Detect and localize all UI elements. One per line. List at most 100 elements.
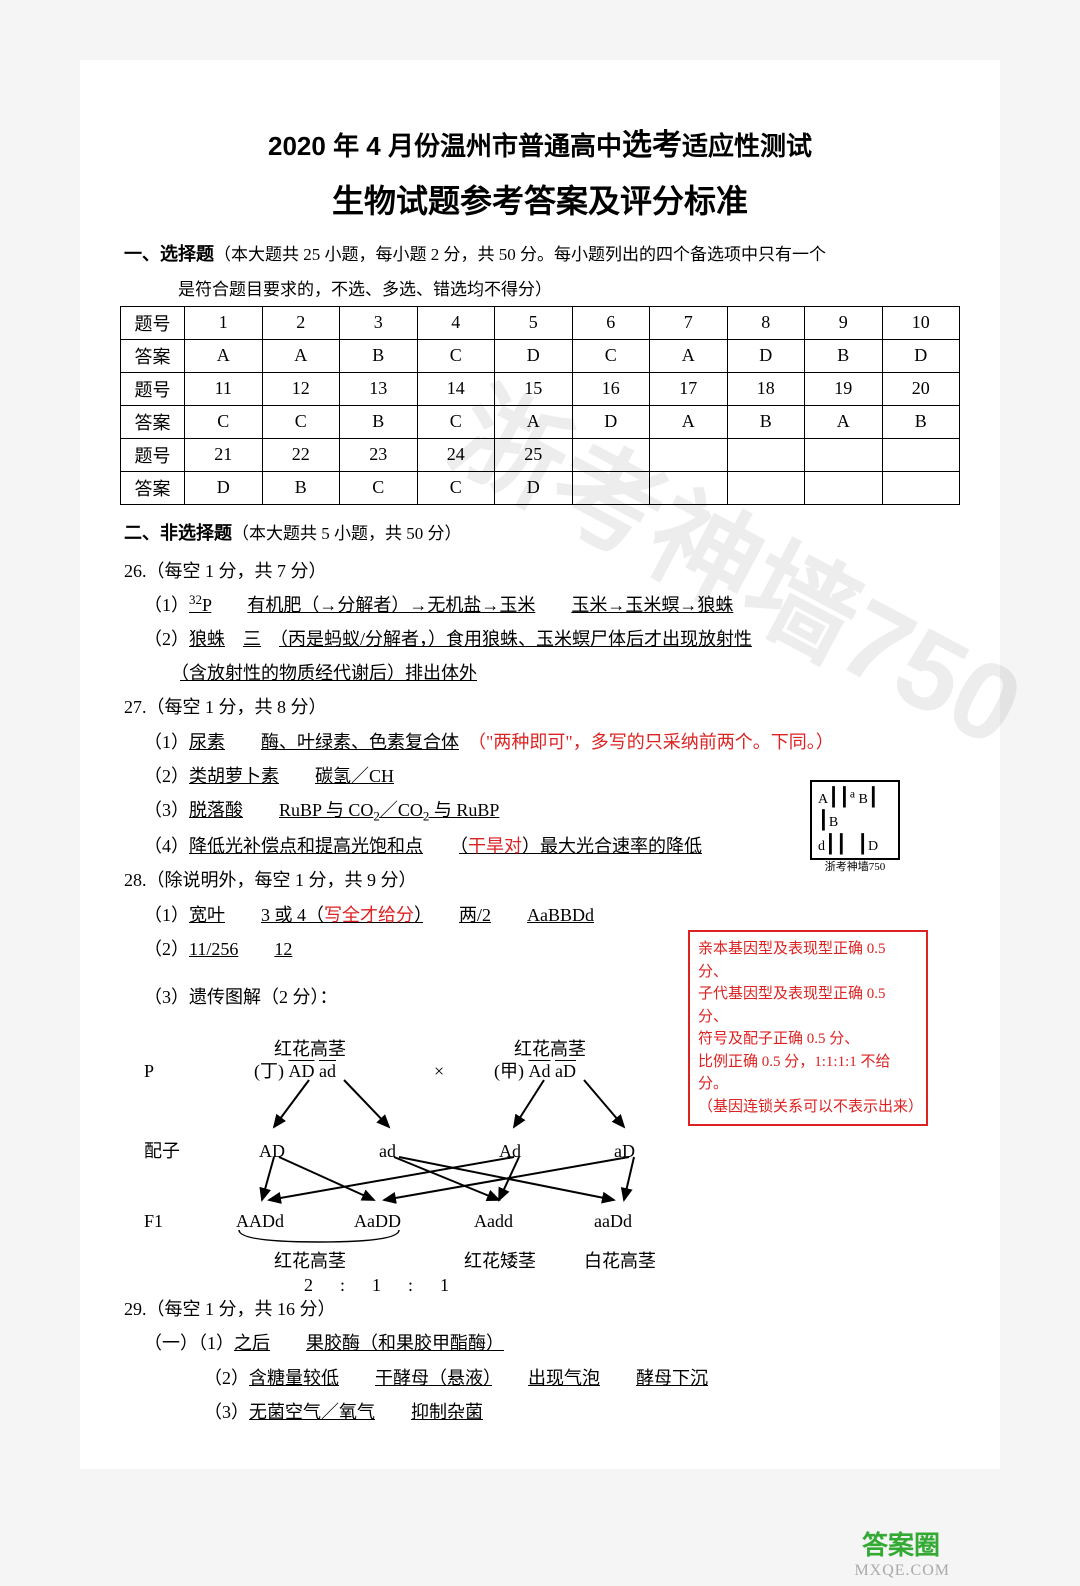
q26-2-a: 狼蛛 bbox=[189, 629, 225, 649]
answer-cell: B bbox=[262, 471, 340, 504]
row-label: 答案 bbox=[121, 405, 185, 438]
answer-cell bbox=[882, 438, 960, 471]
answer-cell: D bbox=[882, 339, 960, 372]
section2-bold: 二、非选择题 bbox=[124, 523, 232, 543]
f1-2: AaDD bbox=[354, 1204, 401, 1238]
q26-1-c: 玉米→玉米螟→狼蛛 bbox=[571, 595, 733, 615]
q26-1-a: 32P bbox=[189, 595, 211, 615]
answer-cell: C bbox=[417, 471, 495, 504]
answer-cell: 5 bbox=[495, 306, 573, 339]
answer-cell bbox=[650, 471, 728, 504]
title-line-1: 2020 年 4 月份温州市普通高中选考适应性测试 bbox=[120, 120, 960, 164]
q27-2-b: 碳氢／CH bbox=[315, 766, 394, 786]
q28-1-b: 3 或 4（写全才给分） bbox=[261, 905, 423, 925]
g1: AD bbox=[259, 1134, 285, 1168]
answer-cell: 4 bbox=[417, 306, 495, 339]
rb-l1: 亲本基因型及表现型正确 0.5 分、 bbox=[698, 938, 918, 983]
q29-head: 29.（每空 1 分，共 16 分） bbox=[124, 1292, 960, 1326]
answer-cell: 8 bbox=[727, 306, 805, 339]
answer-cell: A bbox=[650, 405, 728, 438]
q27-4-a: 降低光补偿点和提高光饱和点 bbox=[189, 836, 423, 856]
answer-cell: 19 bbox=[805, 372, 883, 405]
answer-cell: 12 bbox=[262, 372, 340, 405]
q26-2-cont: （含放射性的物质经代谢后）排出体外 bbox=[144, 656, 960, 690]
title1-post: 适应性测试 bbox=[682, 131, 812, 161]
section1-rest: （本大题共 25 小题，每小题 2 分，共 50 分。每小题列出的四个备选项中只… bbox=[214, 245, 826, 264]
q26-2-d: （含放射性的物质经代谢后）排出体外 bbox=[180, 663, 477, 683]
answer-cell bbox=[727, 471, 805, 504]
q29-1-3-a: 无菌空气／氧气 bbox=[249, 1402, 375, 1422]
q27-1-note: （"两种即可"，多写的只采纳前两个。下同。） bbox=[477, 732, 834, 752]
ratio: 2 : 1 : 1 bbox=[304, 1268, 449, 1302]
q27-head: 27.（每空 1 分，共 8 分） bbox=[124, 690, 960, 724]
answer-cell: 10 bbox=[882, 306, 960, 339]
ph3: 白花高茎 bbox=[584, 1244, 656, 1278]
q29-1-3-b: 抑制杂菌 bbox=[411, 1402, 483, 1422]
answer-cell: 25 bbox=[495, 438, 573, 471]
q29-1-1: （一）（1）之后 果胶酶（和果胶甲酯酶） bbox=[144, 1326, 960, 1360]
answer-cell: 13 bbox=[340, 372, 418, 405]
gamete-label: 配子 bbox=[144, 1134, 180, 1168]
row-label: 答案 bbox=[121, 471, 185, 504]
q26-head: 26.（每空 1 分，共 7 分） bbox=[124, 554, 960, 588]
answer-cell: A bbox=[650, 339, 728, 372]
footer-watermark-1: 答案圈 bbox=[862, 1525, 940, 1562]
linkage-mini-diagram: A┃┃a B┃ ┃B d┃┃ ┃D 浙考神墙750 bbox=[810, 780, 900, 860]
g2: ad bbox=[379, 1134, 396, 1168]
q29-1-2-d: 酵母下沉 bbox=[636, 1368, 708, 1388]
answer-cell: 18 bbox=[727, 372, 805, 405]
answer-cell bbox=[650, 438, 728, 471]
q27-2-a: 类胡萝卜素 bbox=[189, 766, 279, 786]
title-line-2: 生物试题参考答案及评分标准 bbox=[120, 176, 960, 222]
cross-symbol: × bbox=[434, 1054, 444, 1088]
q29-1-3: （3）无菌空气／氧气 抑制杂菌 bbox=[204, 1395, 960, 1429]
q29-1-2-a: 含糖量较低 bbox=[249, 1368, 339, 1388]
q26-2-c: （丙是蚂蚁/分解者，）食用狼蛛、玉米螟尸体后才出现放射性 bbox=[279, 629, 752, 649]
rb-l4: 比例正确 0.5 分，1:1:1:1 不给分。 bbox=[698, 1051, 918, 1096]
f1-1: AADd bbox=[236, 1204, 284, 1238]
q27-1: （1）尿素 酶、叶绿素、色素复合体 （"两种即可"，多写的只采纳前两个。下同。） bbox=[144, 725, 960, 759]
answer-cell bbox=[882, 471, 960, 504]
title1-pre: 2020 年 4 月份温州市普通高中 bbox=[268, 131, 622, 161]
answer-cell: A bbox=[805, 405, 883, 438]
section1-line2: 是符合题目要求的，不选、多选、错选均不得分） bbox=[178, 275, 960, 300]
section-1-head: 一、选择题（本大题共 25 小题，每小题 2 分，共 50 分。每小题列出的四个… bbox=[124, 240, 960, 269]
answer-cell: C bbox=[262, 405, 340, 438]
answer-cell bbox=[572, 438, 650, 471]
rb-l3: 符号及配子正确 0.5 分、 bbox=[698, 1028, 918, 1051]
answer-cell: 7 bbox=[650, 306, 728, 339]
answer-cell: C bbox=[185, 405, 263, 438]
answer-cell: D bbox=[185, 471, 263, 504]
q27-1-a: 尿素 bbox=[189, 732, 225, 752]
p-left-geno: (丁) AD ad bbox=[254, 1054, 336, 1088]
q28-1-c: 两/2 bbox=[459, 905, 491, 925]
title1-big: 选考 bbox=[622, 129, 682, 162]
answer-cell: 16 bbox=[572, 372, 650, 405]
answer-cell: 9 bbox=[805, 306, 883, 339]
rb-l2: 子代基因型及表现型正确 0.5 分、 bbox=[698, 983, 918, 1028]
mini-box-caption: 浙考神墙750 bbox=[818, 860, 892, 874]
q29-1-2: （2）含糖量较低 干酵母（悬液） 出现气泡 酵母下沉 bbox=[204, 1361, 960, 1395]
f1-4: aaDd bbox=[594, 1204, 632, 1238]
answer-cell: D bbox=[727, 339, 805, 372]
section1-bold: 一、选择题 bbox=[124, 244, 214, 264]
answer-cell: 15 bbox=[495, 372, 573, 405]
answer-cell: B bbox=[340, 339, 418, 372]
answer-cell: B bbox=[340, 405, 418, 438]
q29-1-2-b: 干酵母（悬液） bbox=[375, 1368, 492, 1388]
q26-1-b: 有机肥（→分解者）→无机盐→玉米 bbox=[247, 595, 535, 615]
rb-l5: （基因连锁关系可以不表示出来） bbox=[698, 1096, 918, 1119]
answer-cell: D bbox=[495, 471, 573, 504]
q27-1-b: 酶、叶绿素、色素复合体 bbox=[261, 732, 459, 752]
g3: Ad bbox=[499, 1134, 521, 1168]
scoring-note-box: 亲本基因型及表现型正确 0.5 分、 子代基因型及表现型正确 0.5 分、 符号… bbox=[688, 930, 928, 1126]
answer-cell: 20 bbox=[882, 372, 960, 405]
p-label: P bbox=[144, 1054, 154, 1088]
q27-3-b: RuBP 与 CO2／CO2 与 RuBP bbox=[279, 800, 499, 820]
exam-answer-page: 浙考神墙750 2020 年 4 月份温州市普通高中选考适应性测试 生物试题参考… bbox=[80, 60, 1000, 1469]
answer-cell: 1 bbox=[185, 306, 263, 339]
f1-3: Aadd bbox=[474, 1204, 513, 1238]
row-label: 题号 bbox=[121, 372, 185, 405]
genetic-diagram: 红花高茎 红花高茎 P (丁) AD ad × (甲) Ad aD 配子 AD … bbox=[144, 1032, 764, 1292]
q27-3-a: 脱落酸 bbox=[189, 800, 243, 820]
